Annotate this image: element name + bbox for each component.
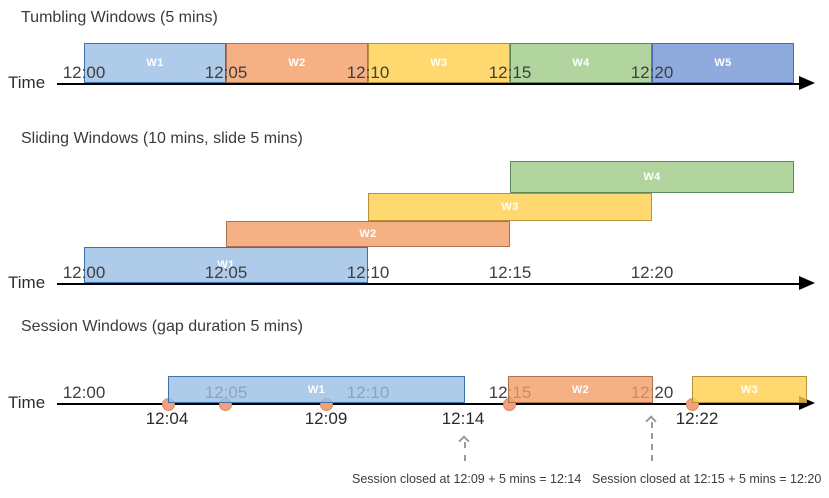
axis-tick-label: 12:15 [488,63,532,82]
window-box-w4: W4 [510,43,652,83]
window-box-w1: W1 [168,376,465,403]
window-box-w3: W3 [692,376,807,403]
axis-tick-label: 12:00 [62,263,106,282]
up-arrow-icon [458,435,470,447]
window-label: W1 [217,259,235,271]
axis-arrowhead-icon [799,76,815,90]
time-axis [57,403,800,405]
time-axis [57,83,800,85]
window-box-w4: W4 [510,161,794,193]
window-box-w2: W2 [508,376,653,403]
window-label: W1 [146,57,164,69]
event-time-label: 12:14 [441,409,485,428]
time-axis-label-sliding: Time [8,273,46,292]
session-closed-annotation: Session closed at 12:15 + 5 mins = 12:20 [592,472,822,486]
event-time-label: 12:04 [145,409,189,428]
window-box-w3: W3 [368,193,652,221]
callout-dashed-line [651,422,653,461]
window-label: W5 [714,57,732,69]
time-axis-label-tumbling: Time [8,73,46,92]
axis-tick-label: 12:10 [346,263,390,282]
axis-tick-label: 12:20 [630,263,674,282]
axis-tick-label: 12:20 [630,63,674,82]
window-label: W3 [501,201,519,213]
axis-tick-label: 12:15 [488,263,532,282]
window-label: W1 [307,383,326,396]
session-closed-annotation: Session closed at 12:09 + 5 mins = 12:14 [352,472,582,486]
axis-tick-label: 12:00 [62,63,106,82]
window-label: W4 [643,171,661,183]
time-axis-label-session: Time [8,393,46,412]
tumbling-windows-title: Tumbling Windows (5 mins) [21,9,218,26]
window-box-w5: W5 [652,43,794,83]
event-time-label: 12:22 [675,409,719,428]
axis-tick-label: 12:05 [204,263,248,282]
window-box-w2: W2 [226,43,368,83]
window-box-w1: W1 [84,247,368,283]
window-label: W2 [288,57,306,69]
up-arrow-icon [645,415,657,427]
session-windows-title: Session Windows (gap duration 5 mins) [21,318,303,335]
window-box-w2: W2 [226,221,510,247]
axis-tick-label: 12:10 [346,63,390,82]
window-label: W2 [571,383,590,396]
axis-tick-label: 12:00 [62,383,106,402]
event-time-label: 12:09 [304,409,348,428]
axis-tick-label: 12:05 [204,63,248,82]
window-label: W3 [430,57,448,69]
axis-arrowhead-icon [799,276,815,290]
window-box-w3: W3 [368,43,510,83]
window-label: W4 [572,57,590,69]
sliding-windows-title: Sliding Windows (10 mins, slide 5 mins) [21,130,303,147]
window-label: W2 [359,228,377,240]
callout-dashed-line [464,442,466,461]
window-box-w1: W1 [84,43,226,83]
time-axis [57,283,800,285]
window-label: W3 [740,383,759,396]
